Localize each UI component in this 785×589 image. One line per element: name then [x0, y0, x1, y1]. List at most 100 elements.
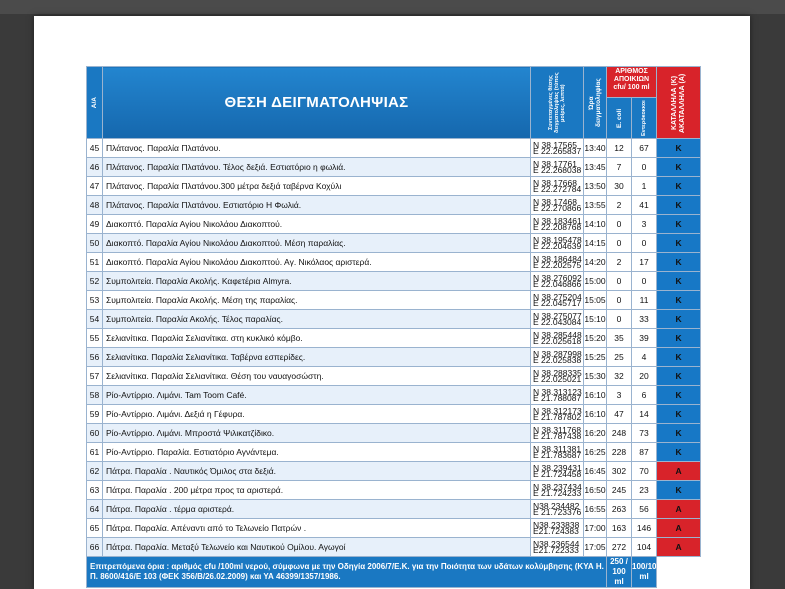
row-entero: 23: [630, 480, 658, 500]
row-ecoli: 0: [606, 290, 632, 310]
row-entero: 11: [630, 290, 658, 310]
row-position: Πάτρα. Παραλία . τέρμα αριστερά.: [102, 499, 531, 519]
row-ecoli: 248: [606, 423, 632, 443]
row-quality-badge: K: [656, 233, 702, 253]
row-time: 14:10: [583, 214, 607, 234]
row-number: 59: [86, 404, 103, 424]
table-row: 58 Ρίο-Αντίρριο. Λιμάνι. Tam Toom Café. N …: [86, 385, 702, 405]
table-row: 54 Συμπολιτεία. Παραλία Ακολής. Τέλος παρ…: [86, 309, 702, 329]
row-number: 50: [86, 233, 103, 253]
table-row: 47 Πλάτανος. Παραλία Πλατάνου.300 μέτρα δ…: [86, 176, 702, 196]
row-entero: 70: [630, 461, 658, 481]
row-entero: 104: [630, 537, 658, 557]
row-latitude: N 38.239431: [533, 463, 582, 473]
row-position: Πάτρα. Παραλία. Απέναντι από το Τελωνείο…: [102, 518, 531, 538]
row-quality-badge: K: [656, 138, 702, 158]
row-position: Πλάτανος. Παραλία Πλατάνου.300 μέτρα δεξ…: [102, 176, 531, 196]
row-entero: 67: [630, 138, 658, 158]
row-number: 62: [86, 461, 103, 481]
row-entero: 0: [630, 233, 658, 253]
row-time: 13:50: [583, 176, 607, 196]
row-ecoli: 3: [606, 385, 632, 405]
row-number: 51: [86, 252, 103, 272]
row-longitude: E21.724383: [533, 526, 579, 536]
row-longitude: E 21.723376: [533, 507, 582, 517]
row-coordinates: N 38.312173 E 21.787802: [530, 404, 584, 424]
row-coordinates: N 38.287998 E 22.025838: [530, 347, 584, 367]
row-longitude: E21.722333: [533, 545, 579, 555]
row-longitude: E 22.208768: [533, 222, 582, 232]
row-position: Πλάτανος. Παραλία Πλατάνου. Εστιατόριο Η…: [102, 195, 531, 215]
row-longitude: E 21.724233: [533, 488, 582, 498]
header-entero: Εντερόκοκκοι: [630, 97, 658, 139]
row-position: Πάτρα. Παραλία . 200 μέτρα προς τα αριστ…: [102, 480, 531, 500]
row-latitude: N 38.237434: [533, 482, 582, 492]
row-latitude: N38.234482: [533, 501, 580, 511]
row-latitude: N 38.17668: [533, 178, 577, 188]
row-ecoli: 7: [606, 157, 632, 177]
row-entero: 0: [630, 157, 658, 177]
row-coordinates: N 38.17761 E 22.268038: [530, 157, 584, 177]
row-time: 16:55: [583, 499, 607, 519]
viewer-toolbar: [0, 0, 785, 14]
table-row: 61 Ρίο-Αντίρριο. Παραλία. Εστιατόριο Αγνά…: [86, 442, 702, 462]
row-latitude: N 38.186484: [533, 254, 582, 264]
row-latitude: N 38.275204: [533, 292, 582, 302]
row-position: Διακοπτό. Παραλία Αγίου Νικολάου Διακοπτ…: [102, 233, 531, 253]
row-position: Διακοπτό. Παραλία Αγίου Νικολάου Διακοπτ…: [102, 252, 531, 272]
row-quality-badge: K: [656, 347, 702, 367]
row-ecoli: 163: [606, 518, 632, 538]
row-longitude: E 22.204639: [533, 241, 582, 251]
table-row: 49 Διακοπτό. Παραλία Αγίου Νικολάου Διακο…: [86, 214, 702, 234]
row-quality-badge: A: [656, 537, 702, 557]
row-time: 16:10: [583, 404, 607, 424]
table-row: 57 Σελιανίτικα. Παραλία Σελιανίτικα. Θέση…: [86, 366, 702, 386]
row-time: 15:20: [583, 328, 607, 348]
row-position: Ρίο-Αντίρριο. Λιμάνι. Tam Toom Café.: [102, 385, 531, 405]
row-position: Σελιανίτικα. Παραλία Σελιανίτικα. στη κυ…: [102, 328, 531, 348]
row-longitude: E 22.265837: [533, 146, 582, 156]
row-entero: 41: [630, 195, 658, 215]
row-coordinates: N 38.195478 E 22.204639: [530, 233, 584, 253]
row-ecoli: 12: [606, 138, 632, 158]
table-row: 56 Σελιανίτικα. Παραλία Σελιανίτικα. Ταβέ…: [86, 347, 702, 367]
row-coordinates: N 38.275077 E 22.043084: [530, 309, 584, 329]
row-time: 16:10: [583, 385, 607, 405]
row-time: 13:55: [583, 195, 607, 215]
row-position: Ρίο-Αντίρριο. Παραλία. Εστιατόριο Αγνάντ…: [102, 442, 531, 462]
header-colonies: ΑΡΙΘΜΟΣ ΑΠΟΙΚΙΩΝ cfu/ 100 ml: [605, 66, 658, 98]
row-ecoli: 263: [606, 499, 632, 519]
table-row: 45 Πλάτανος. Παραλία Πλατάνου. N 38.17565 E…: [86, 138, 702, 158]
row-entero: 14: [630, 404, 658, 424]
row-number: 47: [86, 176, 103, 196]
row-coordinates: N 38.237434 E 21.724233: [530, 480, 584, 500]
row-latitude: N 38.288335: [533, 368, 582, 378]
row-time: 15:25: [583, 347, 607, 367]
row-longitude: E 21.724458: [533, 469, 582, 479]
row-time: 14:15: [583, 233, 607, 253]
row-coordinates: N 38.311768 E 21.787438: [530, 423, 584, 443]
row-coordinates: N38.234482 E 21.723376: [530, 499, 584, 519]
row-number: 46: [86, 157, 103, 177]
row-position: Πάτρα. Παραλία. Μεταξύ Τελωνείο και Ναυτ…: [102, 537, 531, 557]
row-ecoli: 0: [606, 214, 632, 234]
row-number: 56: [86, 347, 103, 367]
row-longitude: E 22.268038: [533, 165, 582, 175]
row-coordinates: N 38.186484 E 22.202575: [530, 252, 584, 272]
row-entero: 6: [630, 385, 658, 405]
row-ecoli: 30: [606, 176, 632, 196]
row-ecoli: 32: [606, 366, 632, 386]
row-longitude: E 21.787438: [533, 431, 582, 441]
row-quality-badge: K: [656, 195, 702, 215]
row-longitude: E 22.025021: [533, 374, 582, 384]
row-time: 17:00: [583, 518, 607, 538]
row-entero: 3: [630, 214, 658, 234]
row-number: 63: [86, 480, 103, 500]
row-position: Πλάτανος. Παραλία Πλατάνου.: [102, 138, 531, 158]
table-row: 48 Πλάτανος. Παραλία Πλατάνου. Εστιατόριο…: [86, 195, 702, 215]
row-entero: 4: [630, 347, 658, 367]
row-ecoli: 2: [606, 252, 632, 272]
row-latitude: N38.236544: [533, 539, 580, 549]
row-coordinates: N 38.17668 E 22.272784: [530, 176, 584, 196]
row-quality-badge: K: [656, 271, 702, 291]
